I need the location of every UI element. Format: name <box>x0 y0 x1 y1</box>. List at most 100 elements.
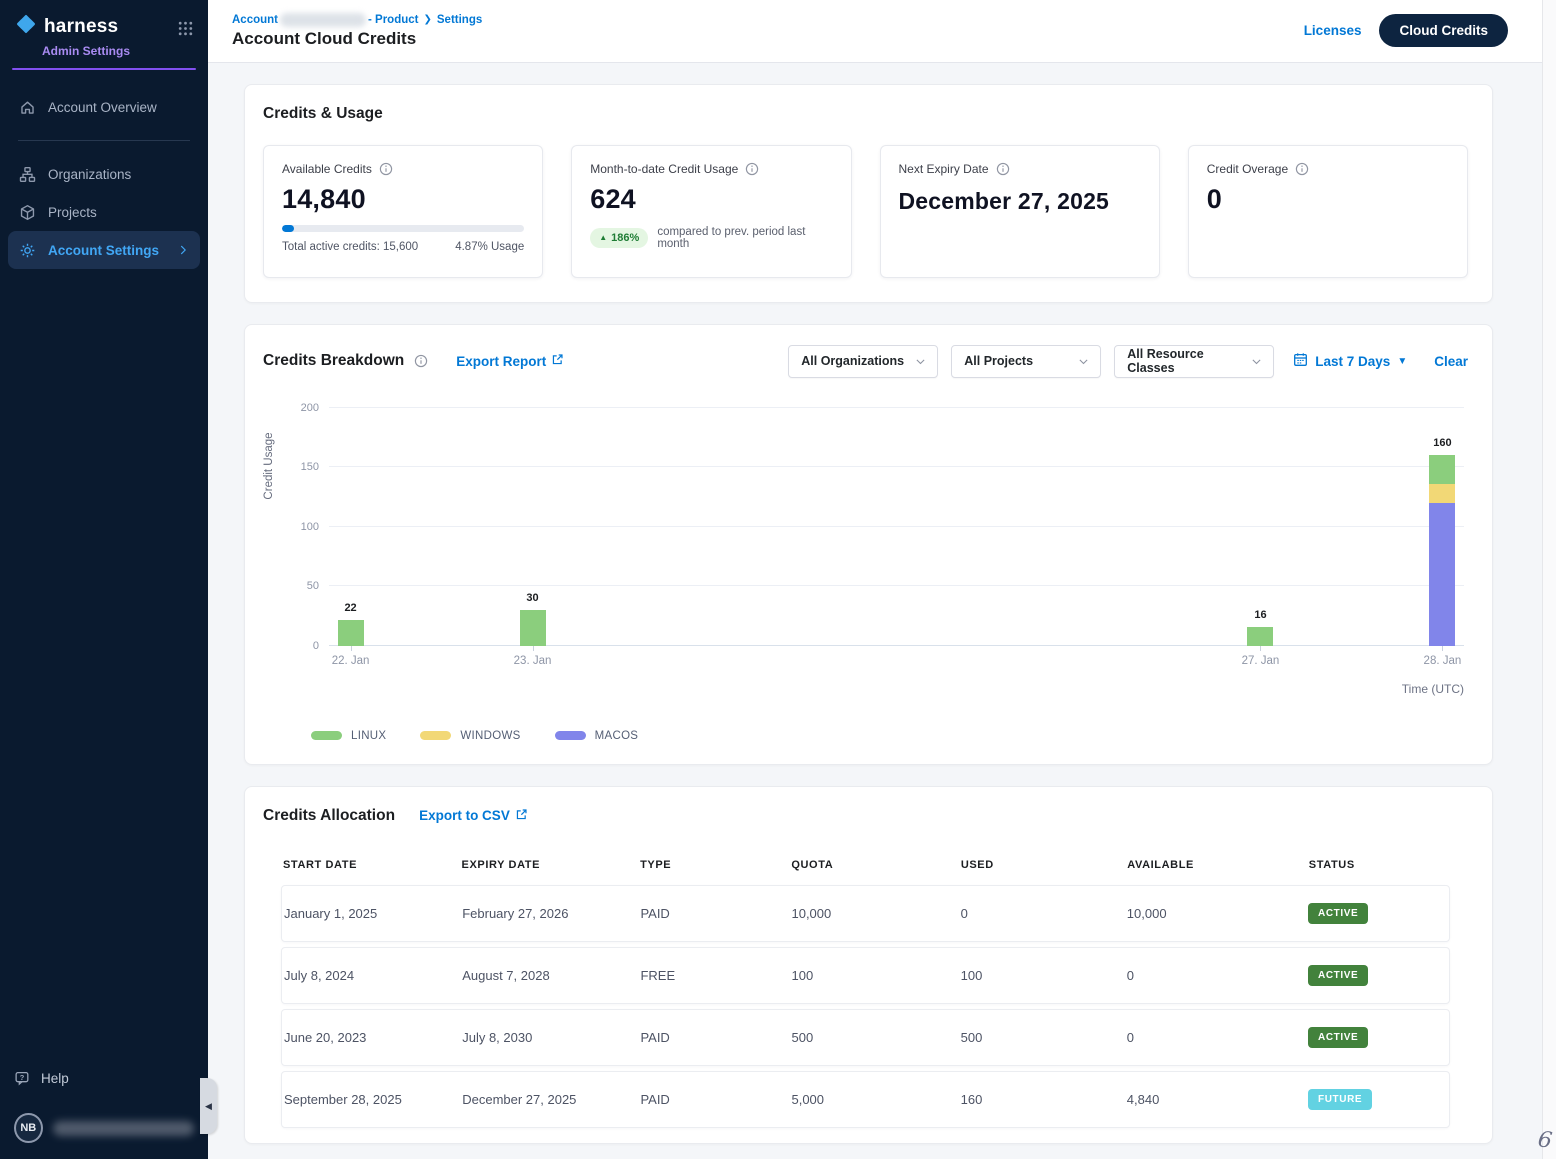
filter-select-projects[interactable]: All Projects <box>951 345 1101 378</box>
caret-down-icon: ▼ <box>1397 356 1407 367</box>
metric-value: 14,840 <box>282 184 524 215</box>
metric-label-text: Month-to-date Credit Usage <box>590 162 738 176</box>
licenses-link[interactable]: Licenses <box>1304 23 1362 38</box>
cell-start: June 20, 2023 <box>284 1030 462 1045</box>
y-axis-tick-label: 150 <box>301 461 319 473</box>
chart-gridline <box>329 585 1464 586</box>
metric-card-4: Credit Overage0 <box>1188 145 1468 278</box>
metric-footer: Total active credits: 15,6004.87% Usage <box>282 241 524 253</box>
info-icon[interactable] <box>379 162 393 176</box>
harness-logo[interactable]: harness <box>14 12 130 41</box>
chart-plot-area: 0501001502002222. Jan3023. Jan1627. Jan1… <box>329 408 1464 646</box>
cell-used: 100 <box>961 968 1127 983</box>
chevron-down-icon <box>1250 355 1263 368</box>
credits-allocation-section: Credits Allocation Export to CSV START D… <box>244 786 1493 1144</box>
sidebar-item-account-overview[interactable]: Account Overview <box>8 88 200 126</box>
sidebar-collapse-handle[interactable]: ◀ <box>200 1078 217 1134</box>
cell-quota: 100 <box>791 968 960 983</box>
breakdown-info-icon[interactable] <box>414 354 428 368</box>
metric-card-2: Month-to-date Credit Usage 624 ▲186% compar… <box>571 145 851 278</box>
bar-segment-linux <box>1429 455 1455 484</box>
home-icon <box>18 98 36 116</box>
table-row: June 20, 2023July 8, 2030PAID5005000ACTI… <box>281 1009 1450 1066</box>
cloud-credits-button[interactable]: Cloud Credits <box>1379 14 1508 47</box>
export-csv-link[interactable]: Export to CSV <box>419 808 528 824</box>
clear-filters-link[interactable]: Clear <box>1434 354 1468 369</box>
chart-gridline <box>329 407 1464 408</box>
calendar-icon <box>1293 352 1308 370</box>
info-icon[interactable] <box>1295 162 1309 176</box>
filter-select-value: All Projects <box>964 354 1033 368</box>
module-grid-icon[interactable] <box>177 20 194 42</box>
cell-status: ACTIVE <box>1308 903 1447 924</box>
metric-badge-row: ▲186% compared to prev. period last month <box>590 226 832 250</box>
table-row: July 8, 2024August 7, 2028FREE1001000ACT… <box>281 947 1450 1004</box>
y-axis-tick-label: 200 <box>301 402 319 414</box>
breadcrumb-account-link[interactable]: Account- Product <box>232 13 418 27</box>
cell-quota: 5,000 <box>791 1092 960 1107</box>
bar-value-label: 160 <box>1433 437 1451 449</box>
legend-label: LINUX <box>351 730 386 742</box>
date-range-picker[interactable]: Last 7 Days ▼ <box>1293 352 1407 370</box>
info-icon[interactable] <box>996 162 1010 176</box>
credits-allocation-title: Credits Allocation <box>263 807 395 825</box>
sidebar-item-organizations[interactable]: Organizations <box>8 155 200 193</box>
export-report-link[interactable]: Export Report <box>456 353 564 369</box>
cell-type: PAID <box>640 1030 791 1045</box>
sidebar-nav: Account Overview Organizations Projects Acc… <box>0 70 208 269</box>
column-header: EXPIRY DATE <box>462 859 641 871</box>
table-row: January 1, 2025February 27, 2026PAID10,0… <box>281 885 1450 942</box>
credits-breakdown-title: Credits Breakdown <box>263 352 404 370</box>
bar-segment-linux <box>520 610 546 646</box>
svg-text:?: ? <box>20 1073 25 1082</box>
y-axis-tick-label: 50 <box>307 580 319 592</box>
metric-label: Credit Overage <box>1207 162 1449 176</box>
sidebar-item-account-settings[interactable]: Account Settings <box>8 231 200 269</box>
page-title: Account Cloud Credits <box>232 29 482 49</box>
column-header: STATUS <box>1309 859 1448 871</box>
avatar[interactable]: NB <box>14 1113 43 1143</box>
cell-status: ACTIVE <box>1308 965 1447 986</box>
bar-segment-linux <box>338 620 364 646</box>
filter-select-organizations[interactable]: All Organizations <box>788 345 938 378</box>
legend-swatch <box>555 731 586 740</box>
page-scrollbar[interactable] <box>1542 0 1556 1159</box>
brand-name: harness <box>44 16 118 38</box>
filter-select-resource-classes[interactable]: All Resource Classes <box>1114 345 1274 378</box>
sidebar-item-projects[interactable]: Projects <box>8 193 200 231</box>
sidebar: harness Admin Settings Account OverviewO… <box>0 0 208 1159</box>
bar-value-label: 22 <box>344 602 356 614</box>
app-root: harness Admin Settings Account OverviewO… <box>0 0 1556 1159</box>
main-area: Account- Product ❯ Settings Account Clou… <box>208 0 1556 1159</box>
breadcrumb-settings-link[interactable]: Settings <box>437 14 482 26</box>
legend-item-macos[interactable]: MACOS <box>555 730 639 742</box>
harness-logo-icon <box>14 12 38 41</box>
breadcrumb: Account- Product ❯ Settings <box>232 13 482 27</box>
sidebar-item-label: Projects <box>48 205 97 220</box>
help-label: Help <box>41 1071 69 1086</box>
info-icon[interactable] <box>745 162 759 176</box>
metric-cards-row: Available Credits 14,840 Total active cred… <box>263 145 1468 278</box>
credits-usage-section: Credits & Usage Available Credits14,840T… <box>244 84 1493 303</box>
x-axis-tick-label: 27. Jan <box>1242 655 1280 667</box>
org-icon <box>18 165 36 183</box>
legend-item-linux[interactable]: LINUX <box>311 730 386 742</box>
legend-label: MACOS <box>595 730 639 742</box>
trend-value: 186% <box>611 232 639 244</box>
cell-expiry: August 7, 2028 <box>462 968 640 983</box>
sidebar-item-label: Account Settings <box>48 243 159 258</box>
gear-icon <box>18 241 36 259</box>
trend-note: compared to prev. period last month <box>657 226 832 250</box>
help-button[interactable]: ? Help <box>14 1070 194 1087</box>
credits-breakdown-chart: Credit Usage 0501001502002222. Jan3023. … <box>263 408 1468 742</box>
metric-label-text: Available Credits <box>282 162 372 176</box>
chart-gridline <box>329 645 1464 646</box>
redacted-account-name <box>280 13 366 27</box>
metric-value: 624 <box>590 184 832 215</box>
legend-label: WINDOWS <box>460 730 520 742</box>
legend-item-windows[interactable]: WINDOWS <box>420 730 520 742</box>
x-axis-tick-label: 28. Jan <box>1424 655 1462 667</box>
trend-badge: ▲186% <box>590 228 648 248</box>
breadcrumb-chevron-icon: ❯ <box>423 14 431 25</box>
status-badge: ACTIVE <box>1308 1027 1368 1048</box>
